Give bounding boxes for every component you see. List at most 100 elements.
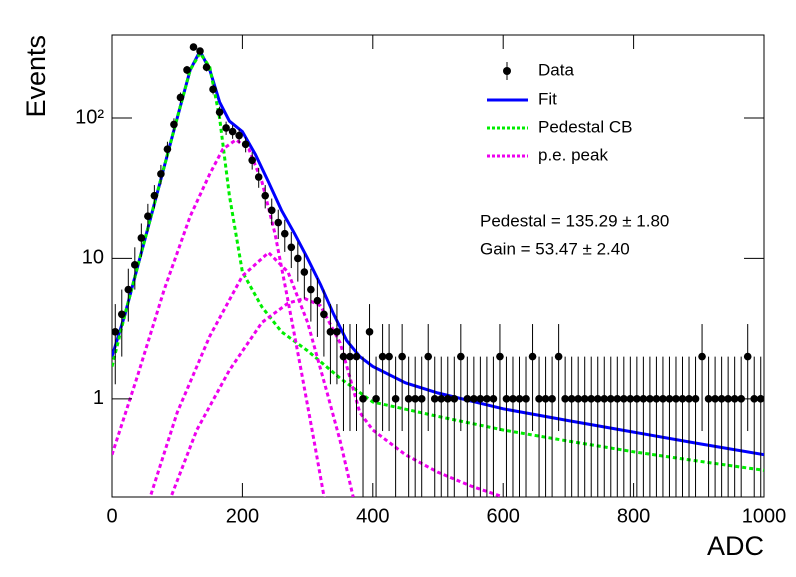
annotation: Gain = 53.47 ± 2.40 — [480, 239, 630, 258]
annotation: Pedestal = 135.29 ± 1.80 — [480, 211, 669, 230]
fit-curve — [112, 47, 764, 457]
data-point — [691, 395, 700, 403]
data-point — [457, 352, 465, 361]
data-point — [717, 395, 726, 403]
data-point — [346, 352, 354, 361]
x-tick-label: 200 — [226, 505, 259, 527]
data-point — [333, 328, 341, 336]
data-point — [678, 395, 687, 403]
data-point — [150, 191, 159, 200]
legend-label: Pedestal CB — [538, 117, 633, 136]
data-point — [163, 145, 172, 153]
data-point — [228, 127, 237, 136]
data-point — [176, 93, 185, 102]
data-point — [724, 395, 732, 403]
data-point — [470, 395, 478, 403]
data-point — [287, 243, 296, 252]
data-point — [580, 395, 589, 403]
data-point — [437, 395, 446, 403]
data-point — [248, 156, 256, 165]
x-tick-label: 0 — [106, 505, 117, 527]
data-point — [320, 310, 328, 319]
data-point — [502, 395, 511, 403]
data-point — [483, 395, 491, 403]
y-tick-label: 10² — [75, 106, 104, 128]
data-point — [698, 352, 706, 361]
data-point — [117, 310, 126, 319]
x-tick-label: 1000 — [742, 505, 787, 527]
data-point — [685, 395, 693, 403]
data-point — [548, 395, 556, 403]
data-point — [561, 395, 569, 403]
data-point — [711, 395, 719, 403]
data-point — [620, 395, 628, 403]
data-point — [672, 395, 680, 403]
data-point — [254, 173, 263, 181]
data-point — [606, 395, 615, 403]
data-point — [307, 285, 315, 294]
data-point — [352, 352, 361, 361]
data-point — [430, 395, 439, 403]
plot-frame — [111, 34, 765, 498]
data-point — [535, 395, 543, 403]
data-point — [241, 140, 250, 149]
x-tick-label: 600 — [487, 505, 520, 527]
data-point — [489, 395, 498, 403]
data-point — [274, 218, 283, 227]
data-point — [411, 395, 419, 403]
data-point — [496, 352, 504, 361]
data-point — [215, 108, 224, 116]
data-point — [339, 352, 348, 361]
x-tick-label: 400 — [356, 505, 389, 527]
data-point — [359, 395, 367, 403]
data-point — [365, 328, 374, 336]
data-point — [385, 352, 393, 361]
data-point — [267, 206, 276, 215]
data-point — [659, 395, 667, 403]
data-point — [522, 395, 530, 403]
x-axis-label: ADC — [707, 531, 764, 561]
data-point — [196, 47, 204, 55]
data-point — [509, 395, 517, 403]
data-point — [235, 131, 243, 140]
data-point — [404, 395, 413, 403]
data-point — [424, 352, 433, 361]
legend-label: Fit — [538, 89, 557, 108]
data-point — [183, 66, 191, 74]
data-point — [280, 229, 289, 238]
legend-marker — [503, 67, 511, 75]
data-point — [170, 120, 178, 129]
plot-area — [112, 43, 764, 497]
data-point — [450, 395, 459, 403]
data-point — [528, 352, 537, 361]
data-point — [443, 395, 452, 403]
y-tick-label: 10 — [82, 247, 104, 269]
data-point — [633, 395, 641, 403]
data-point — [515, 395, 524, 403]
data-point — [600, 395, 609, 403]
data-point — [567, 395, 576, 403]
data-point — [398, 352, 406, 361]
data-point — [743, 352, 752, 361]
data-point — [639, 395, 648, 403]
fit-curve — [148, 250, 355, 497]
data-point — [463, 395, 472, 403]
data-point — [294, 254, 302, 263]
data-point — [574, 395, 582, 403]
data-point — [112, 328, 120, 336]
data-point — [613, 395, 622, 403]
data-point — [326, 328, 335, 336]
data-point — [704, 395, 713, 403]
data-point — [124, 285, 133, 294]
data-point — [646, 395, 654, 403]
data-point — [189, 43, 198, 51]
data-point — [313, 296, 322, 305]
data-point — [476, 395, 485, 403]
data-point — [137, 234, 146, 242]
data-point — [202, 63, 211, 72]
data-point — [587, 395, 596, 403]
data-point — [730, 395, 739, 403]
data-point — [391, 395, 400, 403]
fit-curve — [112, 50, 764, 472]
